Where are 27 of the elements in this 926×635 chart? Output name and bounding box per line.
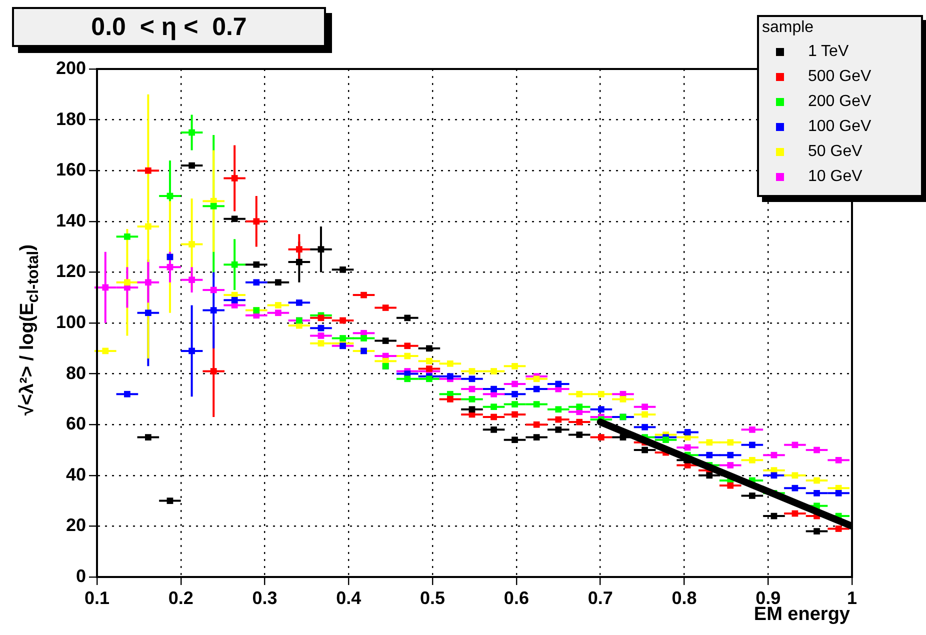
y-tick-label: 160 (56, 160, 86, 180)
x-tick-label: 0.8 (672, 588, 697, 608)
x-tick-label: 0.2 (168, 588, 194, 608)
legend-label: 10 GeV (808, 168, 862, 186)
x-tick-label: 0.7 (588, 588, 613, 608)
x-tick-label: 0.4 (336, 588, 362, 608)
legend-label: 200 GeV (808, 92, 872, 110)
legend-label: 100 GeV (808, 118, 872, 136)
x-tick-label: 0.3 (252, 588, 278, 608)
y-tick-label: 40 (66, 464, 86, 484)
y-tick-label: 120 (56, 261, 86, 282)
legend-title: sample (761, 19, 815, 37)
y-tick-label: 100 (56, 312, 86, 332)
y-tick-label: 0 (76, 566, 86, 586)
y-tick-label: 140 (56, 210, 86, 230)
y-tick-label: 80 (66, 362, 86, 383)
y-tick-label: 200 (56, 58, 86, 78)
x-tick-label: 0.5 (420, 588, 446, 608)
y-tick-label: 20 (66, 515, 86, 536)
legend-label: 1 TeV (808, 42, 849, 60)
x-tick-label: 0.6 (504, 588, 529, 608)
legend-label: 500 GeV (808, 68, 872, 86)
legend-label: 50 GeV (808, 142, 862, 160)
x-tick-label: 0.1 (84, 588, 110, 608)
chart-title: 0.0 < η < 0.7 (12, 7, 326, 47)
y-tick-label: 60 (66, 414, 86, 434)
y-tick-label: 180 (56, 108, 86, 129)
